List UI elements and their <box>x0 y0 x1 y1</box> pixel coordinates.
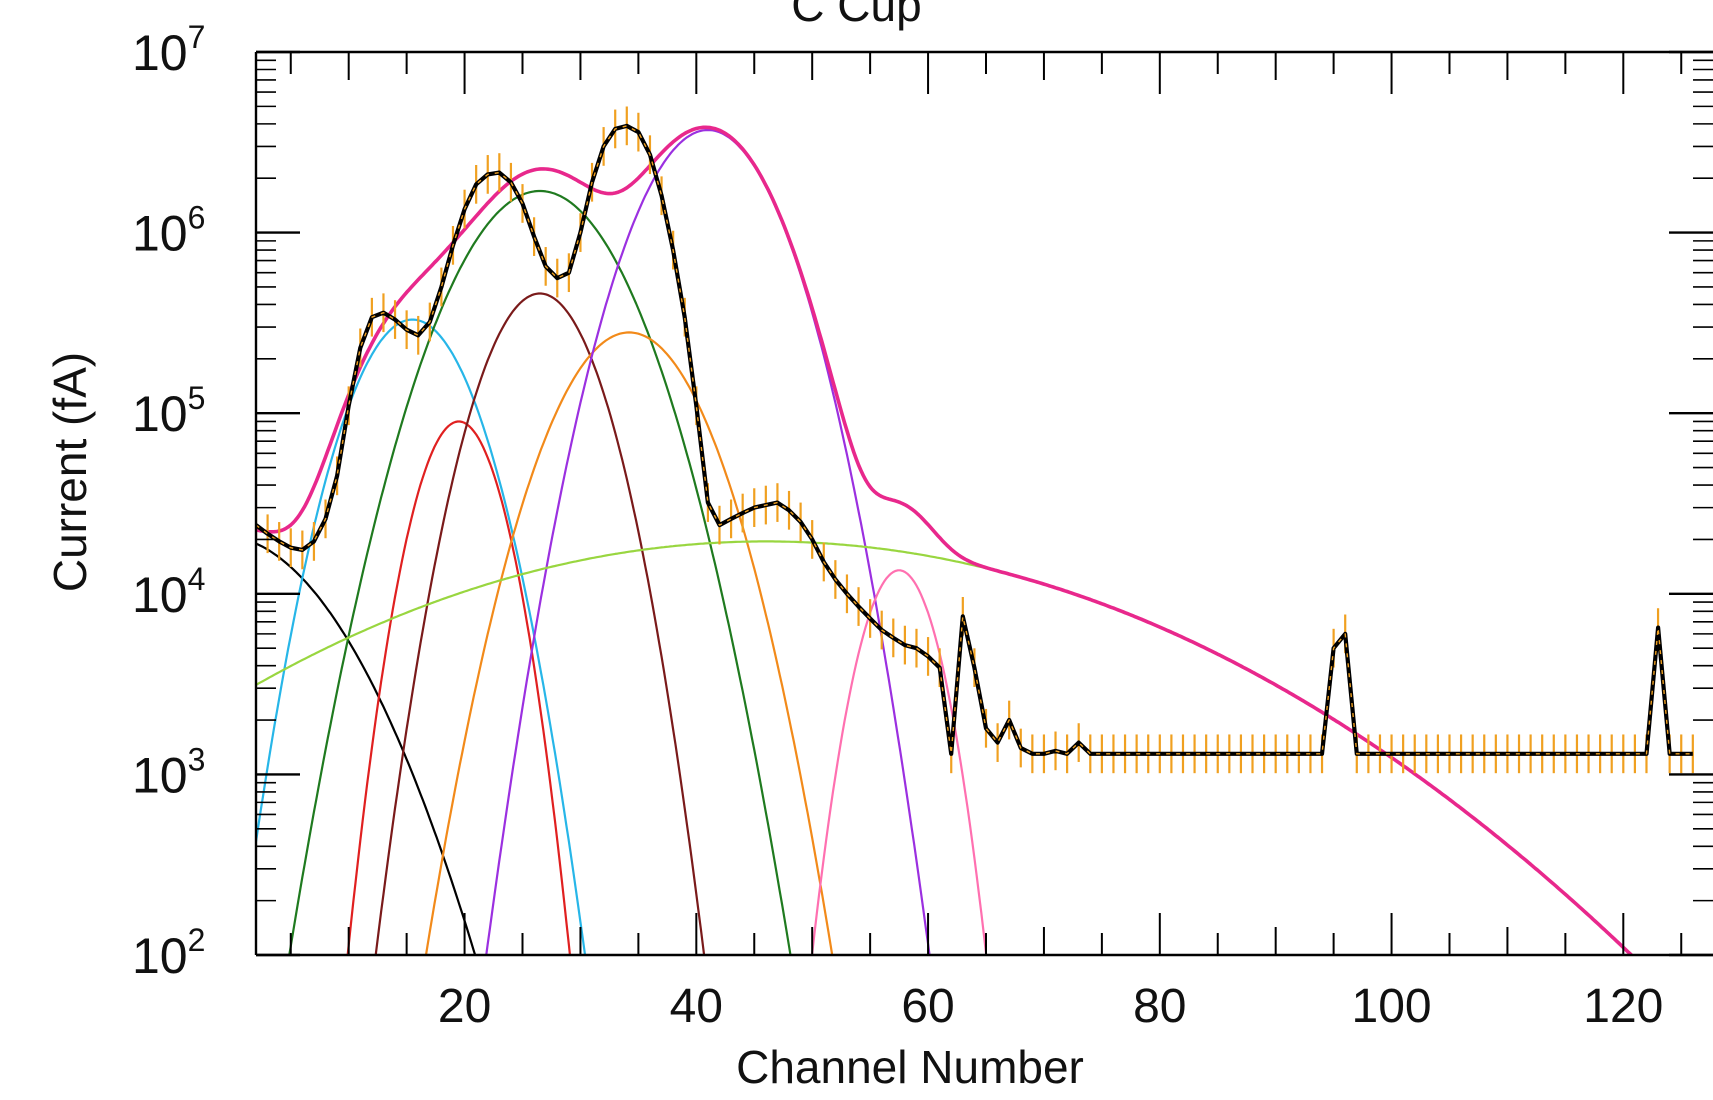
x-axis-label: Channel Number <box>736 1041 1084 1093</box>
x-tick-label: 20 <box>438 980 491 1033</box>
model-curve-4 <box>374 292 706 955</box>
y-tick-label: 102 <box>132 922 205 984</box>
x-tick-label: 100 <box>1352 980 1432 1033</box>
x-tick-label: 40 <box>670 980 723 1033</box>
model-curve-8 <box>810 569 988 955</box>
measured-line-highlight <box>256 125 1693 755</box>
model-curve-0 <box>256 542 477 955</box>
y-tick-label: 104 <box>132 561 205 623</box>
model-curve-2 <box>346 420 572 955</box>
y-tick-label: 106 <box>132 200 205 262</box>
chart-title: C Cup <box>791 0 922 31</box>
model-curve-9 <box>256 125 1634 955</box>
model-curve-1 <box>256 318 587 955</box>
model-curve-5 <box>424 331 834 955</box>
model-curve-3 <box>288 189 792 955</box>
y-tick-label: 107 <box>132 19 205 81</box>
model-curve-7 <box>256 540 1633 955</box>
x-tick-label: 60 <box>901 980 954 1033</box>
y-tick-label: 103 <box>132 741 205 803</box>
x-tick-label: 80 <box>1133 980 1186 1033</box>
x-tick-label: 120 <box>1583 980 1663 1033</box>
y-tick-label: 105 <box>132 380 205 442</box>
model-curve-6 <box>485 128 931 955</box>
